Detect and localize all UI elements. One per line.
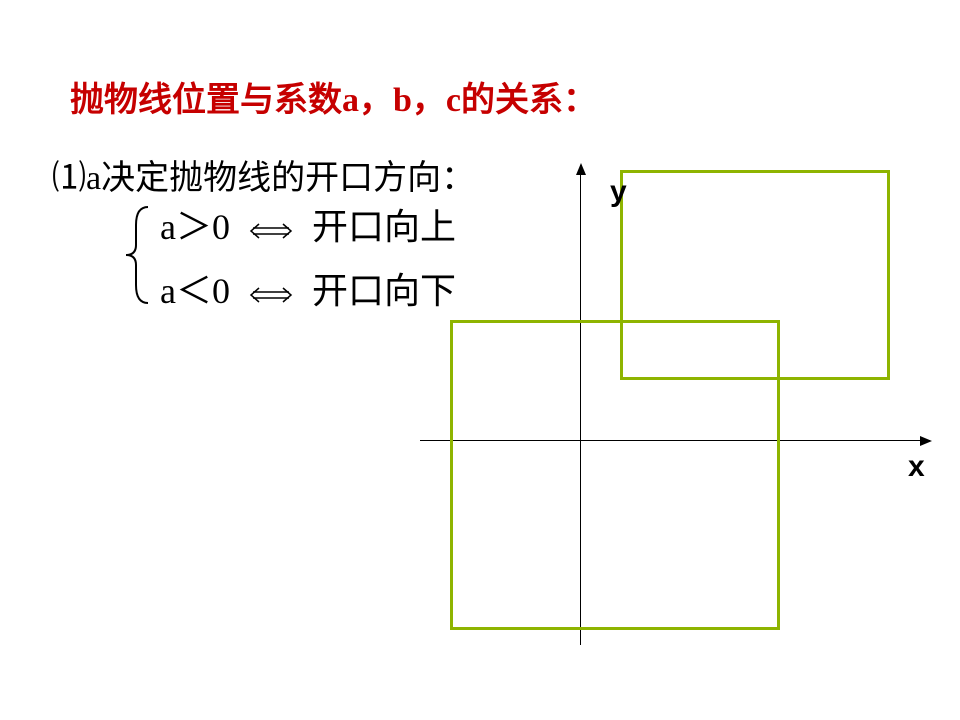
page-title: 抛物线位置与系数a，b，c的关系： xyxy=(70,72,597,121)
y-axis-label: y xyxy=(610,175,627,209)
iff-arrow-icon xyxy=(247,216,295,246)
rule-1-left: a＞0 xyxy=(160,207,230,247)
rect-upper xyxy=(620,170,890,380)
brace-icon xyxy=(120,205,156,305)
iff-arrow-icon xyxy=(247,280,295,310)
rule-2-left: a＜0 xyxy=(160,271,230,311)
x-axis-label: x xyxy=(908,450,925,484)
rule-line-1: a＞0 开口向上 xyxy=(160,198,456,250)
rule-line-2: a＜0 开口向下 xyxy=(160,262,456,314)
coordinate-plane: y x xyxy=(420,170,940,650)
section-heading: ⑴a决定抛物线的开口方向： xyxy=(52,150,475,199)
